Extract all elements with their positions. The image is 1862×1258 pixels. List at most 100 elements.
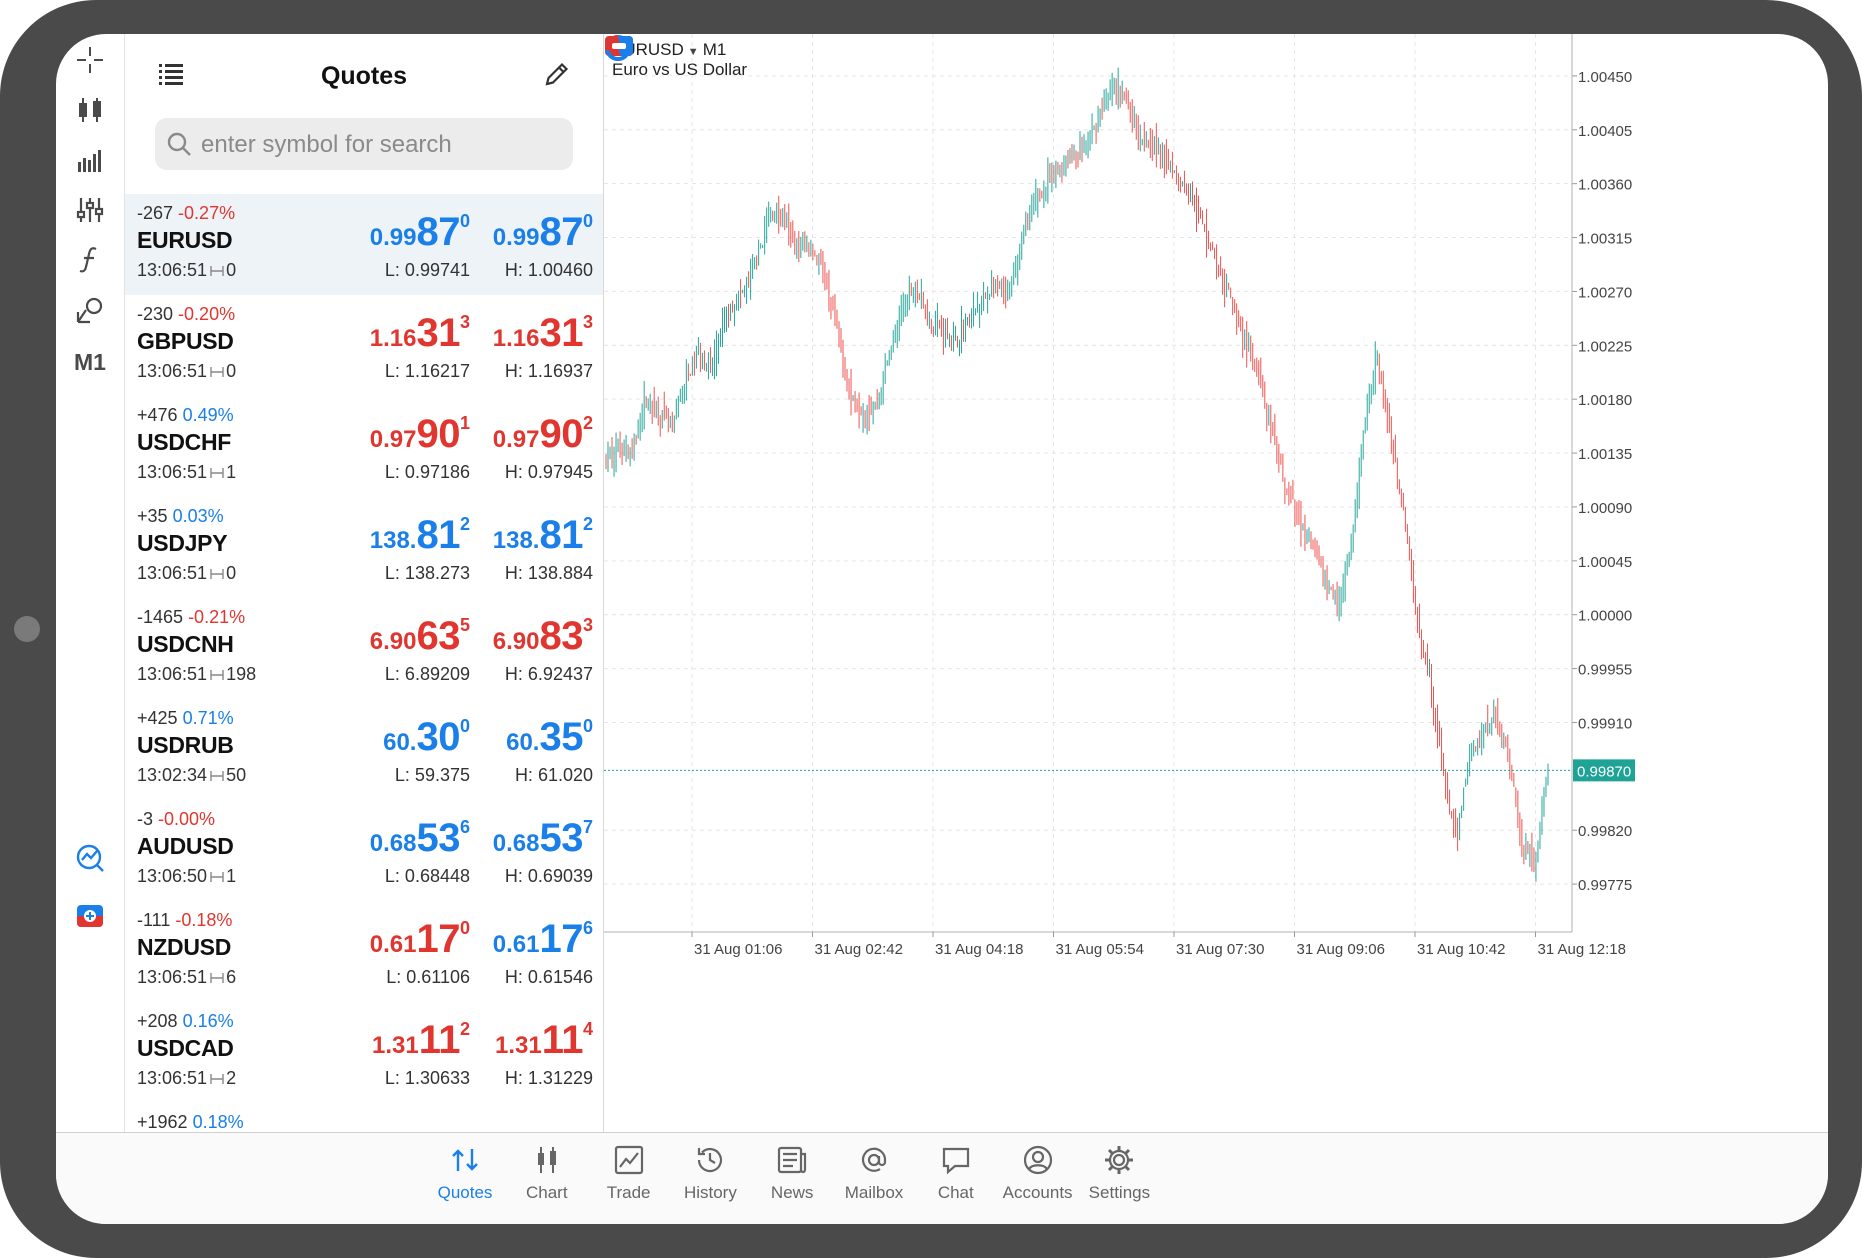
spread-value: 0: [226, 563, 237, 583]
search-icon: [167, 132, 191, 156]
one-click-trading-icon[interactable]: [64, 894, 116, 938]
tab-history[interactable]: History: [662, 1143, 758, 1217]
tick-time: 13:06:51: [137, 1068, 208, 1088]
tab-accounts[interactable]: Accounts: [990, 1143, 1086, 1217]
bid-price-pips: 31: [416, 311, 460, 355]
ask-price[interactable]: 138.812: [413, 515, 593, 555]
spread-icon: [210, 362, 224, 377]
change-percent: 0.71%: [182, 708, 234, 728]
bid-price-pips: 63: [416, 614, 460, 658]
chart-toolbar: M1: [56, 34, 125, 1132]
bid-price[interactable]: 60.300: [290, 717, 470, 757]
tab-mailbox[interactable]: Mailbox: [826, 1143, 922, 1217]
change-points: -267: [137, 203, 174, 223]
timeframe-button[interactable]: M1: [64, 340, 116, 384]
quote-row-usdjpy[interactable]: +35 0.03% USDJPY 13:06:51 0 138.812 138.812 L:…: [125, 497, 603, 598]
current-price-tag: [1573, 759, 1635, 782]
ask-price[interactable]: 60.350: [413, 717, 593, 757]
ask-price[interactable]: 1.16313: [413, 313, 593, 353]
tick-time: 13:06:51: [137, 260, 208, 280]
tab-label: Accounts: [1002, 1183, 1073, 1202]
ask-price-fraction: 7: [582, 817, 593, 837]
x-tick-label: 31 Aug 04:18: [935, 941, 1023, 958]
ask-price[interactable]: 6.90833: [413, 616, 593, 656]
chart-timeframe: M1: [702, 40, 727, 59]
candlestick-chart-icon[interactable]: [64, 88, 116, 132]
tab-chart[interactable]: Chart: [499, 1143, 595, 1217]
ask-price-pips: 53: [539, 816, 583, 860]
tab-news[interactable]: News: [744, 1143, 840, 1217]
bid-price[interactable]: 0.99870: [290, 212, 470, 252]
ask-price[interactable]: 1.31114: [413, 1020, 593, 1060]
quote-row-usdrub[interactable]: +425 0.71% USDRUB 13:02:34 50 60.300 60.350 L:…: [125, 699, 603, 800]
ask-price-prefix: 138.: [492, 527, 540, 554]
change-percent: -0.20%: [178, 304, 236, 324]
change-points: -3: [137, 809, 154, 829]
tab-label: Settings: [1088, 1183, 1151, 1202]
volume-bars-icon[interactable]: [64, 138, 116, 182]
indicators-sliders-icon[interactable]: [64, 188, 116, 232]
edit-pencil-icon[interactable]: [541, 58, 573, 90]
bid-price[interactable]: 0.97901: [290, 414, 470, 454]
bid-price-pips: 30: [416, 715, 460, 759]
bid-price[interactable]: 1.16313: [290, 313, 470, 353]
quote-change: +1962 0.18%: [137, 1112, 244, 1132]
y-tick-label: 1.00450: [1578, 69, 1632, 86]
ask-price-prefix: 0.99: [492, 224, 540, 251]
high-price: H: 0.61546: [504, 967, 593, 987]
quote-row-gbpusd[interactable]: -230 -0.20% GBPUSD 13:06:51 0 1.16313 1.16313…: [125, 295, 603, 396]
spread-value: 1: [226, 462, 237, 482]
y-tick-label: 1.00000: [1578, 608, 1632, 625]
bid-price-prefix: 0.68: [369, 830, 417, 857]
quote-row-usdchf[interactable]: +476 0.49% USDCHF 13:06:51 1 0.97901 0.97902 L…: [125, 396, 603, 497]
change-points: -1465: [137, 607, 184, 627]
objects-icon[interactable]: [64, 288, 116, 332]
price-chart[interactable]: 1.00450 1.00405 1.00360 1.00315 1.00270 1.002…: [604, 34, 1828, 1132]
trading-signals-icon[interactable]: [64, 836, 116, 880]
y-tick-label: 0.99820: [1578, 823, 1632, 840]
quote-row-eurusd[interactable]: -267 -0.27% EURUSD 13:06:51 0 0.99870 0.99870…: [125, 194, 603, 295]
bid-price[interactable]: 0.61170: [290, 919, 470, 959]
dropdown-triangle-icon: ▼: [687, 46, 699, 58]
trade-chart-icon: [581, 1143, 677, 1177]
bar-timer-icon[interactable]: [604, 34, 632, 62]
quote-row-partial[interactable]: +1962 0.18%: [125, 1103, 603, 1132]
ask-price-fraction: 3: [582, 615, 593, 635]
function-icon[interactable]: [64, 238, 116, 282]
low-price: L: 59.375: [394, 765, 470, 785]
ask-price[interactable]: 0.61176: [413, 919, 593, 959]
quote-row-usdcnh[interactable]: -1465 -0.21% USDCNH 13:06:51 198 6.90635 6.90…: [125, 598, 603, 699]
spread-icon: [210, 564, 224, 579]
bid-price-pips: 17: [416, 917, 460, 961]
ask-price[interactable]: 0.97902: [413, 414, 593, 454]
bid-price[interactable]: 0.68536: [290, 818, 470, 858]
change-points: +35: [137, 506, 168, 526]
tick-time: 13:02:34: [137, 765, 208, 785]
quote-change: -230 -0.20%: [137, 304, 235, 325]
tab-settings[interactable]: Settings: [1071, 1143, 1167, 1217]
list-view-icon[interactable]: [157, 60, 185, 88]
tab-chat[interactable]: Chat: [908, 1143, 1004, 1217]
change-points: -111: [137, 910, 171, 930]
bid-price[interactable]: 1.31112: [290, 1020, 470, 1060]
ask-price[interactable]: 0.68537: [413, 818, 593, 858]
chart-area[interactable]: 1.00450 1.00405 1.00360 1.00315 1.00270 1.002…: [604, 34, 1828, 1132]
bid-price[interactable]: 6.90635: [290, 616, 470, 656]
crosshair-icon[interactable]: [64, 38, 116, 82]
quote-row-audusd[interactable]: -3 -0.00% AUDUSD 13:06:50 1 0.68536 0.68537 L:…: [125, 800, 603, 901]
spread-icon: [210, 766, 224, 781]
x-tick-label: 31 Aug 02:42: [815, 941, 903, 958]
tab-quotes[interactable]: Quotes: [417, 1143, 513, 1217]
tab-trade[interactable]: Trade: [581, 1143, 677, 1217]
mailbox-at-icon: [826, 1143, 922, 1177]
quote-row-usdcad[interactable]: +208 0.16% USDCAD 13:06:51 2 1.31112 1.31114 L…: [125, 1002, 603, 1103]
search-input[interactable]: [199, 124, 563, 166]
symbol-search-box[interactable]: [155, 118, 573, 170]
ask-price-prefix: 0.68: [492, 830, 540, 857]
chart-description: Euro vs US Dollar: [612, 60, 748, 79]
quote-time: 13:06:51 0: [137, 563, 236, 584]
quote-row-nzdusd[interactable]: -111 -0.18% NZDUSD 13:06:51 6 0.61170 0.61176…: [125, 901, 603, 1002]
bid-price[interactable]: 138.812: [290, 515, 470, 555]
ask-price[interactable]: 0.99870: [413, 212, 593, 252]
